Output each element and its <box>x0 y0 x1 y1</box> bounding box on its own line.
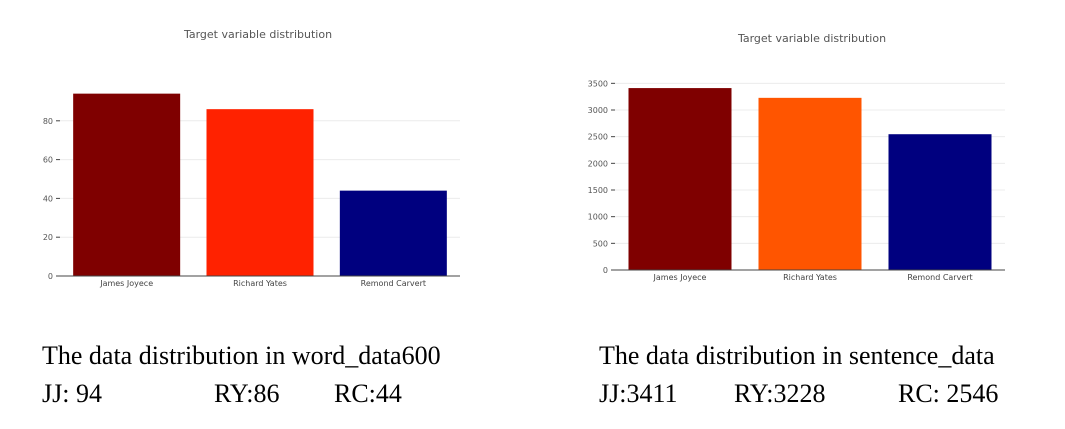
right-bar-chart: Target variable distribution 0 500 1000 150… <box>588 32 1005 282</box>
right-caption-jj: JJ:3411 <box>599 379 678 408</box>
right-y-tick-label: 2500 <box>588 133 608 142</box>
right-caption-ry: RY:3228 <box>734 379 826 408</box>
left-caption-title: The data distribution in word_data600 <box>42 341 441 370</box>
left-y-tick-label: 80 <box>43 117 53 126</box>
right-y-tick-label: 1500 <box>588 186 608 195</box>
right-bar-richard-yates[interactable] <box>758 97 862 270</box>
left-bar-remond-carvert[interactable] <box>339 190 447 276</box>
right-plot-area: 0 500 1000 1500 2000 2500 3000 3500 James Joyece… <box>588 79 1005 282</box>
right-y-tick-label: 0 <box>603 266 608 275</box>
right-caption-rc: RC: 2546 <box>898 379 999 408</box>
left-bar-james-joyece[interactable] <box>73 93 181 276</box>
left-caption-ry: RY:86 <box>214 379 280 408</box>
right-x-tick-label: Remond Carvert <box>907 273 972 282</box>
right-y-tick-label: 500 <box>593 239 608 248</box>
left-plot-area: 0 20 40 60 80 James Joyece Richard Yates Remond… <box>43 93 460 288</box>
right-x-tick-label: Richard Yates <box>783 273 837 282</box>
right-x-tick-label: James Joyece <box>653 273 707 282</box>
right-bar-james-joyece[interactable] <box>628 88 732 270</box>
left-y-tick-label: 60 <box>43 156 53 165</box>
left-caption-rc: RC:44 <box>334 379 402 408</box>
left-x-tick-label: Remond Carvert <box>361 279 426 288</box>
right-chart-title: Target variable distribution <box>737 32 886 45</box>
left-x-tick-label: James Joyece <box>99 279 153 288</box>
right-y-tick-label: 3500 <box>588 79 608 88</box>
left-y-tick-label: 40 <box>43 194 53 203</box>
left-bar-richard-yates[interactable] <box>206 109 314 276</box>
right-bar-remond-carvert[interactable] <box>888 134 992 270</box>
left-bar-chart: Target variable distribution 0 20 40 60 80 Ja… <box>43 28 460 288</box>
left-y-tick-label: 0 <box>48 272 53 281</box>
right-y-tick-label: 1000 <box>588 213 608 222</box>
right-caption-title: The data distribution in sentence_data <box>599 341 995 370</box>
left-chart-title: Target variable distribution <box>183 28 332 41</box>
left-x-tick-label: Richard Yates <box>233 279 287 288</box>
right-y-tick-label: 2000 <box>588 159 608 168</box>
left-y-tick-label: 20 <box>43 233 53 242</box>
left-caption-jj: JJ: 94 <box>42 379 102 408</box>
right-y-tick-label: 3000 <box>588 106 608 115</box>
